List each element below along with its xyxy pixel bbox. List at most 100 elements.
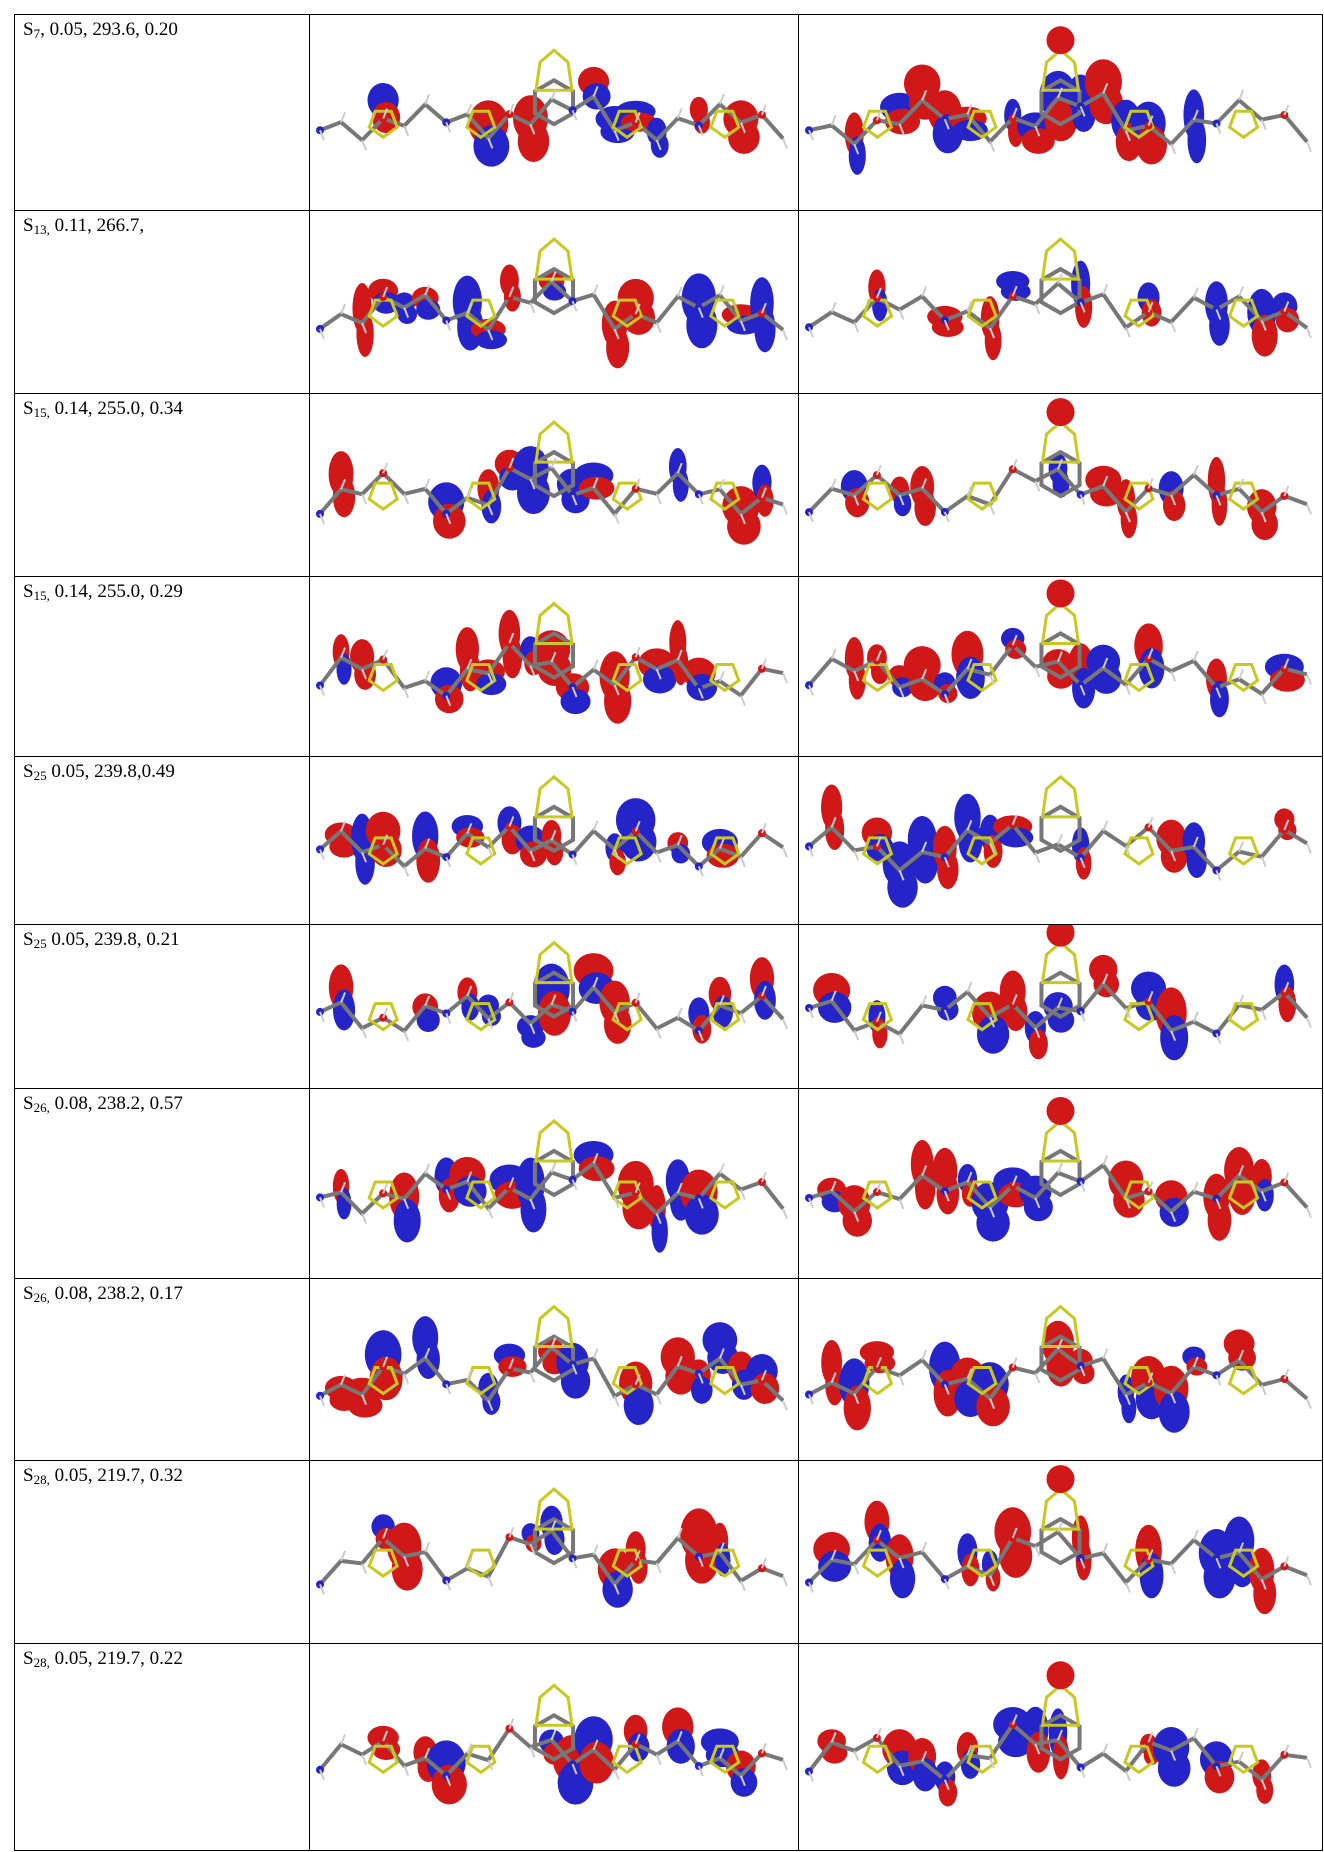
atom [872, 1733, 881, 1742]
bond [1215, 1198, 1222, 1210]
ring [966, 1744, 998, 1775]
atom [1008, 1533, 1017, 1542]
atom [757, 1178, 766, 1187]
bond [655, 322, 662, 333]
bond [739, 320, 746, 332]
bond [361, 1754, 368, 1766]
ring [611, 109, 644, 140]
bond [1283, 1744, 1290, 1756]
bond [761, 1369, 767, 1381]
bond [550, 651, 557, 663]
ring [534, 774, 574, 819]
ring [1227, 1744, 1260, 1775]
atom [1280, 1562, 1289, 1571]
bond [739, 1580, 746, 1592]
orbital-lobe [976, 1204, 1010, 1242]
bond [1170, 850, 1177, 862]
bond [739, 1012, 746, 1024]
bond [1170, 321, 1177, 333]
bond [1124, 1582, 1131, 1593]
ring [966, 481, 998, 511]
bond [761, 1742, 767, 1754]
bond [718, 995, 725, 1006]
orbital-lobe [1044, 97, 1078, 142]
bond [1260, 1779, 1267, 1790]
bond [487, 504, 494, 516]
bond [875, 1529, 882, 1541]
bond [1147, 816, 1154, 828]
bond [487, 846, 494, 858]
bond [921, 1165, 928, 1176]
orbital-lobe [582, 83, 611, 110]
bond [676, 462, 683, 474]
bond [403, 1373, 410, 1384]
bond [1034, 125, 1041, 137]
bond [943, 118, 950, 130]
bond [1011, 1527, 1018, 1539]
bond [830, 990, 837, 1002]
ring [611, 1366, 644, 1396]
bond [1260, 1190, 1267, 1202]
bond [739, 1189, 746, 1200]
bond [466, 302, 473, 314]
bond [466, 822, 473, 834]
atom [505, 639, 514, 648]
atom [872, 294, 881, 303]
bond [1238, 1349, 1245, 1361]
bond [634, 992, 641, 1004]
state-name: S [23, 1093, 34, 1114]
bond [361, 1027, 368, 1039]
bond [1011, 107, 1018, 119]
orbital-lobe [391, 1548, 423, 1591]
ring [1123, 1002, 1155, 1032]
ring [1227, 1002, 1260, 1032]
bond [1238, 1165, 1245, 1176]
atom [442, 853, 451, 862]
bond [1215, 309, 1222, 320]
state-name: S [23, 19, 34, 40]
ring [611, 1002, 644, 1032]
bond [1079, 1558, 1086, 1569]
ring [1040, 774, 1081, 819]
ring [861, 109, 894, 140]
label-cell: S25 0.05, 239.8, 0.21 [14, 924, 310, 1089]
orbital-lobe [908, 667, 942, 702]
orbital-lobe [984, 320, 1002, 361]
bond [340, 820, 346, 832]
bond [761, 487, 767, 498]
bond [966, 1744, 973, 1756]
atom [568, 850, 577, 859]
bond [424, 1163, 431, 1175]
orbital-lobe [521, 1027, 546, 1048]
bond [529, 1746, 536, 1758]
bond [1124, 130, 1131, 142]
orbital-lobe [998, 827, 1034, 848]
orbital-lobe [538, 990, 571, 1036]
ring [1123, 1744, 1155, 1775]
bond [1238, 994, 1245, 1006]
bond [1034, 303, 1041, 315]
bond [875, 287, 882, 299]
bond [676, 107, 683, 119]
atom [940, 1380, 949, 1389]
bond [1306, 1017, 1312, 1029]
bond [487, 1759, 494, 1771]
bond [508, 1177, 515, 1188]
bond [592, 1739, 599, 1751]
atom [1144, 997, 1153, 1006]
orbital-lobe [976, 1015, 1010, 1054]
bond [676, 649, 683, 661]
bond [1102, 1743, 1109, 1755]
bond [319, 1584, 325, 1595]
bond [1011, 994, 1018, 1005]
bond [1238, 1542, 1245, 1554]
bond [403, 493, 410, 505]
ring [861, 1366, 894, 1396]
ring [1040, 48, 1081, 92]
bond [853, 1563, 860, 1575]
image-cell [798, 393, 1323, 577]
bond [529, 1023, 536, 1035]
bond [1011, 634, 1018, 646]
orbital-lobe [872, 289, 888, 322]
ring [534, 1118, 574, 1163]
